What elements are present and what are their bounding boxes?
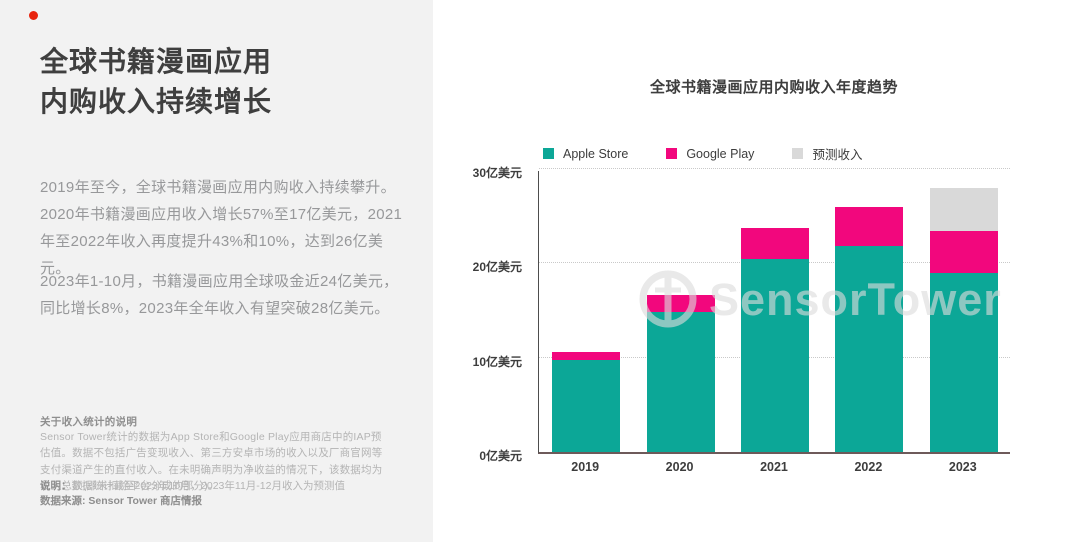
data-caption-label: 说明： [40, 480, 72, 492]
x-tick-label-2021: 2021 [760, 460, 788, 474]
x-tick-label-2020: 2020 [665, 460, 694, 474]
left-text-panel: 全球书籍漫画应用 内购收入持续增长 2019年至今，全球书籍漫画应用内购收入持续… [0, 0, 433, 542]
x-tick-label-2022: 2022 [854, 460, 883, 474]
legend-item-forecast: 预测收入 [792, 144, 862, 163]
apple-store-swatch-icon [543, 148, 554, 159]
legend-label-apple-store: Apple Store [563, 146, 629, 161]
gridline-30 [539, 168, 1010, 169]
data-caption: 说明：数据统计截至2023年10月，2023年11月-12月收入为预测值 [40, 478, 345, 493]
bar-2020-apple-store [646, 312, 715, 452]
y-tick-label-10: 10亿美元 [472, 354, 522, 369]
chart-title: 全球书籍漫画应用内购收入年度趋势 [649, 79, 898, 96]
google-play-swatch-icon [666, 148, 678, 159]
footnote-body: Sensor Tower统计的数据为App Store和Google Play应… [40, 431, 383, 492]
bar-2023-apple-store [929, 272, 998, 452]
page-title-line-2: 内购收入持续增长 [40, 85, 273, 117]
bar-2021-google-play [741, 228, 809, 259]
body-paragraph-2: 2023年1-10月，书籍漫画应用全球吸金近24亿美元，同比增长8%，2023年… [40, 273, 399, 317]
bar-2019-apple-store [552, 359, 621, 452]
footnote-heading: 关于收入统计的说明 [40, 416, 138, 428]
data-source: 数据来源: Sensor Tower 商店情报 [40, 495, 202, 507]
x-tick-label-2019: 2019 [571, 460, 600, 474]
bar-2022-google-play [835, 206, 904, 247]
forecast-swatch-icon [792, 148, 804, 159]
x-tick-label-2023: 2023 [948, 460, 977, 474]
bar-2022-apple-store [835, 246, 904, 452]
page-title: 全球书籍漫画应用 内购收入持续增长 [40, 42, 410, 122]
brand-accent-dot [29, 11, 38, 20]
legend-label-google-play: Google Play [686, 146, 755, 161]
bar-2019-google-play [552, 352, 621, 360]
x-axis-labels: 2019 2020 2021 2022 2023 [538, 460, 1010, 476]
bar-2023-forecast [929, 187, 998, 232]
legend-item-apple-store: Apple Store [543, 147, 628, 161]
y-tick-label-0: 0亿美元 [479, 449, 522, 463]
y-axis-labels: 0亿美元 10亿美元 20亿美元 30亿美元 [450, 166, 530, 463]
legend-label-forecast: 预测收入 [812, 148, 863, 162]
plot-area [538, 168, 1010, 454]
y-tick-label-30: 30亿美元 [472, 166, 522, 180]
page-title-line-1: 全球书籍漫画应用 [40, 46, 273, 77]
bar-2021-apple-store [741, 258, 809, 452]
y-tick-label-20: 20亿美元 [472, 260, 522, 275]
chart-legend: Apple Store Google Play 预测收入 [543, 144, 1010, 163]
data-caption-text: 数据统计截至2023年10月，2023年11月-12月收入为预测值 [71, 480, 345, 492]
body-paragraph-1: 2019年至今，全球书籍漫画应用内购收入持续攀升。2020年书籍漫画应用收入增长… [40, 179, 403, 277]
legend-item-google-play: Google Play [666, 147, 754, 161]
bar-2023-google-play [929, 231, 998, 273]
bar-2020-google-play [646, 295, 715, 313]
